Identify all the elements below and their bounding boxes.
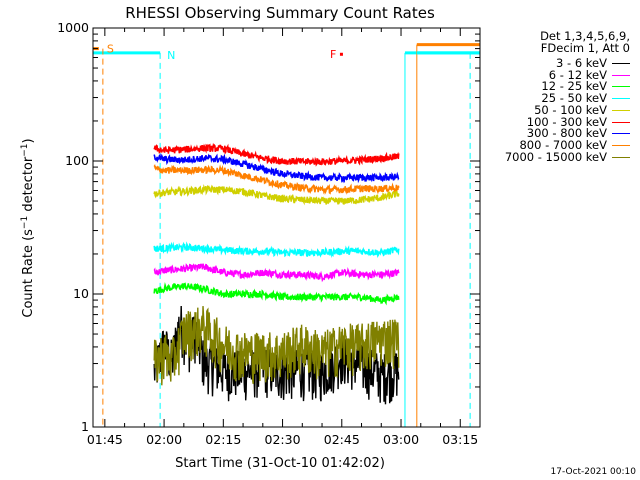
y-tick-label: 1000 [57,20,89,35]
x-tick-label: 03:15 [442,432,478,447]
legend-entry-label: 100 - 300 keV [526,114,607,129]
legend-entry: 50 - 100 keV [534,103,630,117]
legend-swatch [612,86,630,88]
legend-entry: 12 - 25 keV [541,79,630,93]
legend-entry: 3 - 6 keV [556,56,630,70]
legend-entry-label: 300 - 800 keV [526,126,607,141]
x-axis-label: Start Time (31-Oct-10 01:42:02) [175,456,385,471]
legend-entry: 6 - 12 keV [549,68,630,82]
series-line-1 [153,263,400,283]
chart-title: RHESSI Observing Summary Count Rates [125,4,435,22]
legend-entry: 300 - 800 keV [527,126,630,140]
series-lines [153,142,400,405]
series-line-4 [153,183,400,206]
legend-info-detectors: Det 1,3,4,5,6,9, [540,29,630,43]
legend-swatch [612,74,630,76]
legend-entry: 25 - 50 keV [541,91,630,105]
flare-flag-marker [339,52,343,56]
legend-entry-label: 3 - 6 keV [556,56,607,70]
legend-entry-label: 25 - 50 keV [541,91,607,106]
series-line-7 [153,164,400,195]
legend-entry-label: 50 - 100 keV [534,102,607,117]
legend-info-decimation: FDecim 1, Att 0 [540,41,630,55]
y-tick-label: 10 [73,286,89,301]
legend-entry-label: 800 - 7000 keV [519,137,607,152]
legend-swatch [612,98,630,100]
series-line-2 [153,282,400,306]
legend-swatch [612,156,630,158]
y-tick-label: 100 [65,153,89,168]
legend-swatch [612,63,630,64]
y-tick-label: 1 [81,419,89,434]
legend-entry-label: 7000 - 15000 keV [504,149,607,164]
plot-frame [92,27,481,428]
series-line-0 [153,305,400,405]
x-tick-label: 03:00 [383,432,419,447]
y-axis-label: Count Rate (s−1 detector−1) [20,138,36,317]
legend-entry: 800 - 7000 keV [519,138,630,152]
x-tick-label: 02:00 [146,432,182,447]
x-tick-label: 01:45 [87,432,123,447]
legend-swatch [612,133,630,135]
series-line-6 [153,153,400,184]
night-flag-label: N [167,49,175,62]
series-line-3 [153,241,400,259]
saa-flag-label: S [107,43,114,56]
axes: 01:45 02:00 02:15 02:30 02:45 03:00 03:15 1 10 10… [57,20,481,447]
legend-entry-label: 12 - 25 keV [541,79,607,94]
x-tick-label: 02:30 [265,432,301,447]
flare-flag-label: F [330,48,336,61]
series-line-5 [153,142,400,167]
legend-entry: 7000 - 15000 keV [505,150,630,164]
x-tick-label: 02:15 [205,432,241,447]
legend-swatch [612,121,630,123]
series-line-8 [153,306,400,386]
legend-entry-label: 6 - 12 keV [548,67,607,82]
x-tick-label: 02:45 [324,432,360,447]
legend-swatch [612,109,630,111]
legend-swatch [612,144,630,146]
footer-timestamp: 17-Oct-2021 00:10 [551,467,637,477]
legend-entry: 100 - 300 keV [527,115,630,129]
